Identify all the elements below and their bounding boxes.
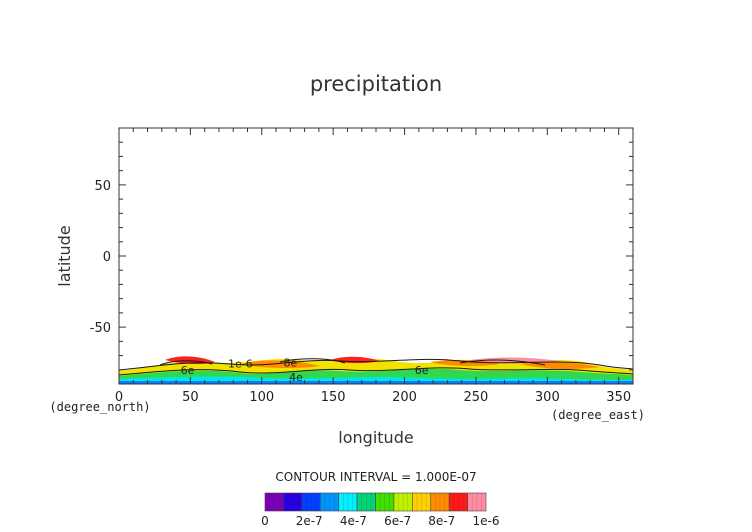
colorbar-tick-label: 4e-7 [340, 514, 367, 528]
x-axis-label: longitude [338, 428, 413, 447]
x-axis-minor-ticks [132, 128, 605, 384]
x-axis-ticks: 0 50 100 150 200 250 300 350 [115, 128, 631, 405]
colorbar-tick-label: 2e-7 [296, 514, 323, 528]
y-tick-label: 50 [94, 179, 111, 194]
colorbar-tick-label: 1e-6 [473, 514, 500, 528]
y-axis-minor-ticks [119, 141, 633, 371]
x-tick-label: 100 [249, 390, 274, 405]
contour-line [119, 358, 633, 371]
plot-frame [118, 127, 634, 385]
colorbar-tick-label: 0 [261, 514, 269, 528]
field-orange-patch [430, 359, 500, 367]
contour-label: 1e-6 [228, 357, 253, 370]
x-tick-label: 300 [535, 390, 560, 405]
x-tick-label: 50 [182, 390, 199, 405]
x-tick-label: 0 [115, 390, 123, 405]
x-tick-label: 200 [392, 390, 417, 405]
contour-label: 8e [283, 357, 297, 370]
y-axis-unit: (degree_north) [49, 400, 150, 414]
contour-label: 4e [289, 371, 303, 384]
contour-line [119, 367, 633, 376]
colorbar-tick-label: 8e-7 [428, 514, 455, 528]
y-tick-label: 0 [103, 250, 111, 265]
colorbar-ticks: 0 2e-7 4e-7 6e-7 8e-7 1e-6 [261, 514, 499, 528]
precipitation-field [119, 356, 633, 384]
contour-label: 6e [415, 364, 429, 377]
y-axis-label: latitude [55, 225, 74, 286]
colorbar-swatch [467, 492, 487, 512]
x-tick-label: 350 [606, 390, 631, 405]
contour-line [279, 358, 346, 364]
contour-line [159, 360, 213, 366]
x-tick-label: 150 [321, 390, 346, 405]
y-tick-label: -50 [90, 321, 111, 336]
chart-title: precipitation [310, 72, 442, 96]
colorbar [264, 492, 487, 512]
contour-interval-label: CONTOUR INTERVAL = 1.000E-07 [275, 470, 476, 484]
contour-label: 6e [181, 364, 195, 377]
x-tick-label: 250 [464, 390, 489, 405]
y-axis-ticks: -50 0 50 [90, 179, 633, 336]
field-orange-patch [240, 360, 320, 369]
x-axis-unit: (degree_east) [551, 408, 645, 422]
colorbar-tick-label: 6e-7 [384, 514, 411, 528]
contour-line [459, 359, 546, 366]
